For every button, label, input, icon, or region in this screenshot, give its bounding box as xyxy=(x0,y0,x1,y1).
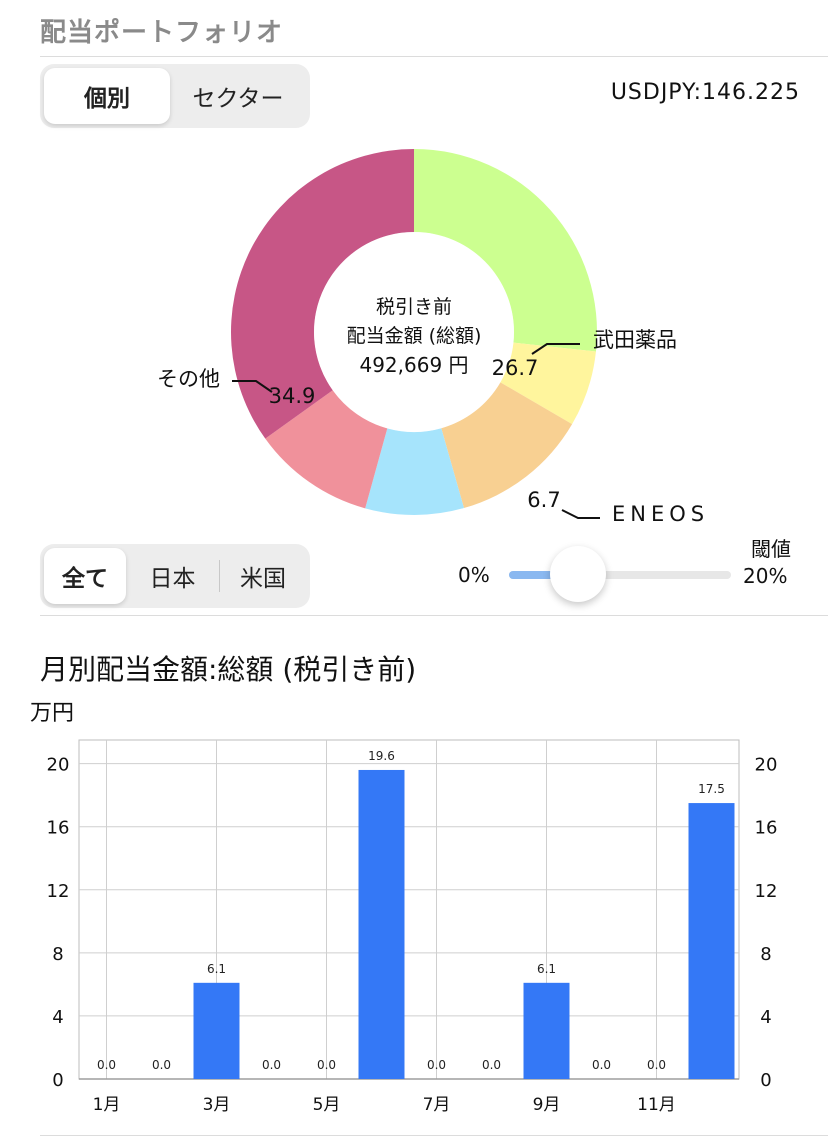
bar-11 xyxy=(688,803,735,1079)
donut-slice-0 xyxy=(414,149,597,352)
donut-slices xyxy=(231,149,597,515)
donut-slice-3 xyxy=(365,428,464,515)
center-label-line1: 税引き前 xyxy=(376,296,452,318)
bar-plot-frame xyxy=(78,739,740,1080)
y-tick-right-1: 4 xyxy=(760,1007,771,1028)
threshold-min-label: 0% xyxy=(458,563,490,587)
bar-2 xyxy=(193,982,240,1079)
y-tick-right-3: 12 xyxy=(755,881,778,902)
bar-value-label-2: 6.1 xyxy=(207,962,226,976)
bar-value-label-0: 0.0 xyxy=(97,1058,116,1072)
tab-japan[interactable]: 日本 xyxy=(149,566,196,592)
x-tick-5: 11月 xyxy=(637,1095,676,1115)
donut-category-label-1: ENEOS xyxy=(612,502,709,526)
bar-value-label-6: 0.0 xyxy=(427,1058,446,1072)
bar-5 xyxy=(358,769,405,1079)
x-tick-2: 5月 xyxy=(313,1095,341,1115)
donut-labels: 武田薬品26.7ENEOS6.7キヤノン12.2ソフトバン8.7VOO10.8そ… xyxy=(157,328,709,526)
view-toggle: 個別 セクター xyxy=(40,64,310,128)
donut-leader-0 xyxy=(531,343,580,355)
y-tick-right-0: 0 xyxy=(760,1070,771,1091)
y-tick-right-4: 16 xyxy=(755,818,778,839)
footer-divider xyxy=(40,1135,828,1136)
y-tick-left-1: 4 xyxy=(52,1007,63,1028)
donut-slice-5 xyxy=(231,149,414,439)
bar-value-label-4: 0.0 xyxy=(317,1058,336,1072)
donut-leader-5 xyxy=(232,380,273,393)
donut-slice-4 xyxy=(265,390,388,509)
y-tick-right-5: 20 xyxy=(755,755,778,776)
monthly-chart-unit: 万円 xyxy=(30,701,75,726)
x-tick-3: 7月 xyxy=(423,1095,451,1115)
bar-value-label-10: 0.0 xyxy=(647,1058,666,1072)
header-divider xyxy=(40,56,828,57)
tab-all[interactable]: 全て xyxy=(44,548,126,604)
threshold-max-label: 20% xyxy=(743,564,788,588)
center-label-line3: 492,669 円 xyxy=(359,353,468,377)
x-tick-0: 1月 xyxy=(93,1095,121,1115)
y-tick-left-0: 0 xyxy=(52,1070,63,1091)
bar-grid xyxy=(78,739,740,1080)
bar-8 xyxy=(523,982,570,1079)
donut-leader-1 xyxy=(561,509,600,519)
y-tick-left-4: 16 xyxy=(47,818,70,839)
threshold-title: 閾値 xyxy=(751,537,791,561)
donut-value-label-1: 6.7 xyxy=(527,488,560,512)
bar-value-label-5: 19.6 xyxy=(368,749,395,763)
monthly-chart-title: 月別配当金額:総額 (税引き前) xyxy=(40,653,417,686)
donut-slice-2 xyxy=(441,382,573,509)
bar-value-label-9: 0.0 xyxy=(592,1058,611,1072)
donut-category-label-5: その他 xyxy=(157,367,220,391)
y-tick-right-2: 8 xyxy=(760,944,771,965)
y-tick-left-3: 12 xyxy=(47,881,70,902)
dividend-donut-chart: 武田薬品26.7ENEOS6.7キヤノン12.2ソフトバン8.7VOO10.8そ… xyxy=(157,149,709,526)
segment-separator xyxy=(219,560,220,592)
x-tick-1: 3月 xyxy=(203,1095,231,1115)
bar-value-label-3: 0.0 xyxy=(262,1058,281,1072)
monthly-bar-chart: 0 0 4 4 8 8 12 12 16 16 20 20 1月 3月 5月 7月 9月 11月 0.0 0.0 6.1… xyxy=(47,739,778,1115)
center-label-line2: 配当金額 (総額) xyxy=(347,325,482,347)
bar-marks xyxy=(193,769,735,1079)
tab-individual[interactable]: 個別 xyxy=(44,68,170,124)
threshold-slider-track[interactable] xyxy=(509,571,731,579)
x-tick-4: 9月 xyxy=(533,1095,561,1115)
fx-rate: USDJPY:146.225 xyxy=(610,80,800,105)
page-title: 配当ポートフォリオ xyxy=(40,18,284,48)
bar-value-label-8: 6.1 xyxy=(537,962,556,976)
section-divider xyxy=(40,615,828,616)
donut-category-label-0: 武田薬品 xyxy=(593,328,677,352)
y-tick-left-5: 20 xyxy=(47,755,70,776)
y-tick-left-2: 8 xyxy=(52,944,63,965)
donut-center xyxy=(326,244,502,420)
region-toggle: 全て 日本 米国 xyxy=(40,544,310,608)
threshold-slider-thumb[interactable] xyxy=(550,546,606,602)
tab-sector[interactable]: セクター xyxy=(192,86,284,112)
bar-value-label-11: 17.5 xyxy=(698,782,725,796)
donut-value-label-5: 34.9 xyxy=(269,384,316,408)
bar-value-label-7: 0.0 xyxy=(482,1058,501,1072)
donut-slice-1 xyxy=(500,342,596,425)
bar-value-label-1: 0.0 xyxy=(152,1058,171,1072)
threshold-slider-fill xyxy=(509,571,579,579)
tab-us[interactable]: 米国 xyxy=(240,566,286,592)
donut-value-label-0: 26.7 xyxy=(492,356,539,380)
bar-text: 0 0 4 4 8 8 12 12 16 16 20 20 1月 3月 5月 7月 9月 11月 0.0 0.0 6.1… xyxy=(47,749,778,1115)
